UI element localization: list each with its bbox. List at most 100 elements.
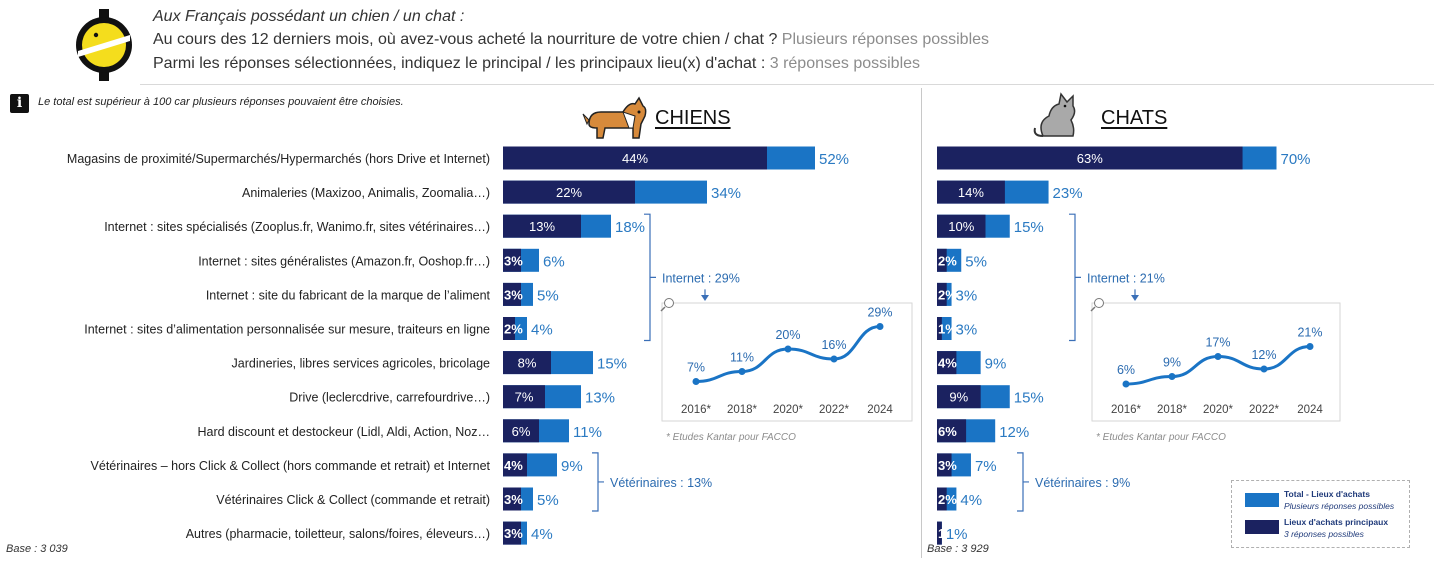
question-line-3-text: Parmi les réponses sélectionnées, indiqu… xyxy=(153,55,766,72)
bar-total-label: 5% xyxy=(537,492,559,509)
bar-main-label: 9% xyxy=(949,390,968,405)
inset-point xyxy=(692,378,700,385)
bar-main xyxy=(937,282,947,306)
bar-total-label: 15% xyxy=(1014,390,1044,407)
bar-total-label: 9% xyxy=(561,458,583,475)
category-label: Jardineries, libres services agricoles, … xyxy=(232,357,490,371)
bar-main-label: 3% xyxy=(504,492,523,507)
bar-total-label: 4% xyxy=(960,492,982,509)
bar-main-label: 3% xyxy=(504,287,523,302)
bar-main xyxy=(503,419,539,443)
info-icon: i xyxy=(10,94,29,113)
bar-main xyxy=(503,521,521,545)
inset-value-label: 29% xyxy=(867,306,892,320)
bar-total-label: 9% xyxy=(985,356,1007,373)
inset-point xyxy=(1122,380,1130,388)
bar-main xyxy=(503,487,521,511)
bar-total-label: 1% xyxy=(946,526,968,543)
bar-main xyxy=(937,419,967,443)
magnifier-icon xyxy=(664,298,674,308)
bar-total-label: 7% xyxy=(975,458,997,475)
bar-main xyxy=(503,317,515,340)
inset-value-label: 6% xyxy=(1117,363,1135,377)
bar-main xyxy=(503,385,545,409)
inset-x-label: 2024 xyxy=(867,404,893,416)
category-label: Internet : sites d’alimentation personna… xyxy=(84,323,490,337)
group-bracket xyxy=(1069,213,1081,342)
bar-total-label: 4% xyxy=(531,526,553,543)
inset-point xyxy=(830,355,838,363)
magnifier-handle xyxy=(660,306,666,312)
legend-total-swatch xyxy=(1245,493,1279,507)
bar-total-label: 4% xyxy=(531,322,553,339)
bar-main xyxy=(503,180,635,204)
inset-x-label: 2020* xyxy=(773,404,804,416)
group-label: Internet : 29% xyxy=(662,271,740,285)
bar-total-label: 6% xyxy=(543,253,565,270)
bar-main-label: 2% xyxy=(938,492,957,507)
group-label: Vétérinaires : 13% xyxy=(610,476,712,490)
bar-main xyxy=(937,385,981,409)
dogs-title: CHIENS xyxy=(655,107,731,129)
bar-total-label: 70% xyxy=(1281,151,1311,168)
group-arrow-head xyxy=(1131,295,1139,301)
bar-main xyxy=(503,214,581,238)
bar-main xyxy=(937,487,947,511)
question-line-1: Aux Français possédant un chien / un cha… xyxy=(153,8,465,25)
inset-source: * Etudes Kantar pour FACCO xyxy=(666,432,796,443)
inset-x-label: 2016* xyxy=(681,404,712,416)
inset-x-label: 2016* xyxy=(1111,404,1142,416)
inset-point xyxy=(1214,353,1222,360)
group-bracket xyxy=(644,213,656,342)
magnifier-handle xyxy=(1090,306,1096,312)
bar-main-label: 1% xyxy=(938,526,957,541)
cats-base: Base : 3 929 xyxy=(927,543,989,555)
header-divider xyxy=(140,84,1434,85)
question-line-3: Parmi les réponses sélectionnées, indiqu… xyxy=(153,55,920,73)
inset-source: * Etudes Kantar pour FACCO xyxy=(1096,432,1226,443)
bar-total-label: 5% xyxy=(537,287,559,304)
bar-main-label: 3% xyxy=(504,526,523,541)
inset-x-label: 2024 xyxy=(1297,404,1323,416)
bar-main-label: 6% xyxy=(938,424,957,439)
bar-total-label: 18% xyxy=(615,219,645,236)
category-label: Autres (pharmacie, toiletteur, salons/fo… xyxy=(186,527,490,541)
inset-frame xyxy=(661,302,913,422)
question-line-2: Au cours des 12 derniers mois, où avez-v… xyxy=(153,31,989,49)
bar-main xyxy=(503,248,521,272)
inset-value-label: 7% xyxy=(687,361,705,375)
bar-total-label: 23% xyxy=(1053,185,1083,202)
bar-main-label: 63% xyxy=(1077,151,1103,166)
inset-value-label: 11% xyxy=(730,351,754,365)
bar-main xyxy=(937,521,942,545)
inset-x-label: 2022* xyxy=(1249,404,1280,416)
inset-x-label: 2020* xyxy=(1203,404,1234,416)
bar-main-label: 7% xyxy=(515,390,534,405)
bar-total-label: 13% xyxy=(585,390,615,407)
category-label: Magasins de proximité/Supermarchés/Hyper… xyxy=(67,152,490,166)
bar-main-label: 3% xyxy=(938,458,957,473)
bar-main xyxy=(937,248,947,272)
bar-main xyxy=(937,317,942,340)
category-label: Internet : sites généralistes (Amazon.fr… xyxy=(198,254,490,268)
bar-main-label: 10% xyxy=(948,219,974,234)
category-label: Vétérinaires – hors Click & Collect (hor… xyxy=(91,459,491,473)
bar-total-label: 12% xyxy=(999,424,1029,441)
bar-main xyxy=(503,351,551,375)
inset-x-label: 2018* xyxy=(1157,404,1188,416)
legend: Total - Lieux d'achats Plusieurs réponse… xyxy=(1231,480,1410,548)
bar-total-label: 11% xyxy=(573,424,602,441)
bar-main xyxy=(503,146,767,170)
legend-total-sub: Plusieurs réponses possibles xyxy=(1284,501,1395,511)
inset-value-label: 17% xyxy=(1205,336,1230,350)
bar-main-label: 44% xyxy=(622,151,648,166)
bar-main-label: 22% xyxy=(556,185,582,200)
info-note: Le total est supérieur à 100 car plusieu… xyxy=(38,96,404,108)
inset-value-label: 9% xyxy=(1163,356,1181,370)
bar-total-label: 3% xyxy=(956,322,978,339)
inset-point xyxy=(784,345,792,353)
panel-divider xyxy=(921,88,922,558)
bar-main-label: 4% xyxy=(504,458,523,473)
question-line-2-text: Au cours des 12 derniers mois, où avez-v… xyxy=(153,31,778,48)
